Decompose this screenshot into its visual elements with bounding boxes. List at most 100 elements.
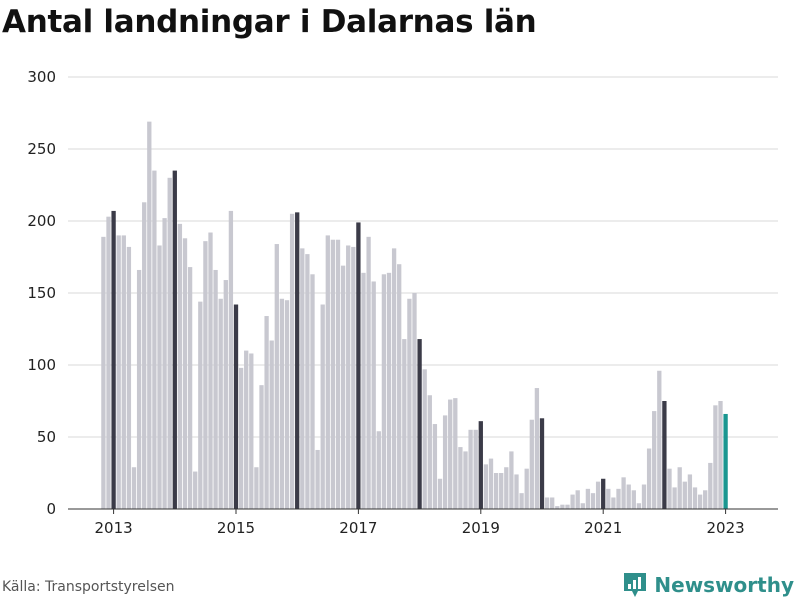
bar — [162, 218, 167, 509]
bar — [585, 488, 591, 509]
bar — [601, 478, 606, 509]
y-tick-label: 150 — [27, 284, 56, 302]
bar — [402, 339, 407, 509]
bar — [187, 267, 193, 509]
bar — [381, 274, 387, 509]
bar — [361, 272, 366, 509]
bar — [269, 340, 274, 509]
bar — [295, 212, 300, 510]
bar — [478, 421, 483, 509]
bar — [580, 503, 585, 509]
bar — [708, 462, 713, 509]
bar — [335, 239, 341, 509]
bar — [193, 471, 198, 509]
bar — [555, 506, 560, 509]
bar — [468, 429, 473, 509]
bar — [504, 467, 509, 509]
bar — [218, 298, 223, 509]
bar — [223, 280, 228, 509]
bar — [422, 369, 427, 509]
bar — [391, 248, 397, 510]
bar — [646, 448, 652, 509]
y-tick-label: 50 — [37, 428, 56, 446]
bar — [524, 468, 529, 509]
bar — [340, 265, 346, 509]
bar — [264, 316, 269, 509]
bar — [346, 245, 351, 510]
bar — [131, 467, 137, 509]
bar — [463, 451, 468, 509]
x-tick-label: 2013 — [95, 519, 133, 537]
bar — [631, 490, 636, 509]
bar — [289, 213, 295, 510]
bar — [611, 497, 616, 509]
bar — [473, 429, 478, 509]
bar — [427, 395, 432, 509]
bar — [667, 468, 672, 509]
bar — [376, 431, 381, 509]
bar — [657, 370, 662, 509]
y-tick-label: 250 — [27, 140, 56, 158]
bar — [550, 497, 555, 509]
bar — [254, 467, 259, 509]
bar — [713, 405, 718, 509]
bar — [458, 447, 463, 509]
bar — [626, 484, 631, 509]
bar — [147, 121, 152, 509]
bar — [371, 281, 376, 509]
bar — [284, 300, 290, 509]
bar — [606, 488, 611, 509]
bar — [121, 235, 126, 509]
x-tick-label: 2017 — [339, 519, 377, 537]
bar — [616, 488, 621, 509]
bar — [310, 274, 315, 509]
x-tick-label: 2015 — [217, 519, 255, 537]
bar — [142, 202, 147, 509]
bar — [325, 235, 330, 509]
bar — [636, 503, 642, 509]
bar — [167, 177, 172, 510]
bar — [595, 481, 601, 509]
bar — [565, 504, 570, 509]
bar — [203, 241, 208, 509]
bar — [493, 473, 499, 509]
bar — [677, 467, 682, 509]
bar — [652, 411, 657, 509]
bar — [687, 474, 693, 509]
bars — [101, 121, 728, 510]
bar — [539, 418, 545, 509]
bar — [448, 399, 453, 509]
brand-logo[interactable]: Newsworthy — [622, 570, 794, 600]
newsworthy-logo-icon — [624, 573, 647, 597]
bar — [529, 419, 534, 509]
bar — [366, 236, 371, 509]
x-tick-label: 2023 — [707, 519, 745, 537]
bar — [703, 490, 708, 509]
bar — [483, 464, 489, 509]
bar — [244, 350, 249, 509]
bar — [208, 232, 213, 509]
bar — [590, 493, 596, 509]
y-tick-label: 300 — [27, 68, 56, 86]
bar — [697, 494, 703, 509]
bar — [101, 236, 106, 509]
latest-value-label: 66 — [726, 0, 746, 4]
bar — [437, 478, 443, 509]
bar — [116, 235, 121, 509]
bar — [356, 222, 361, 509]
bar — [544, 497, 550, 509]
x-tick-label: 2019 — [462, 519, 500, 537]
bar — [641, 484, 647, 509]
bar — [300, 248, 305, 510]
bar — [575, 490, 580, 509]
bar — [407, 298, 412, 509]
bar — [152, 170, 157, 509]
bar — [259, 385, 264, 509]
bar — [106, 216, 111, 509]
bar — [397, 264, 402, 509]
bar — [315, 449, 320, 509]
y-tick-label: 0 — [46, 500, 56, 518]
bar — [172, 170, 177, 509]
bar — [723, 413, 728, 509]
